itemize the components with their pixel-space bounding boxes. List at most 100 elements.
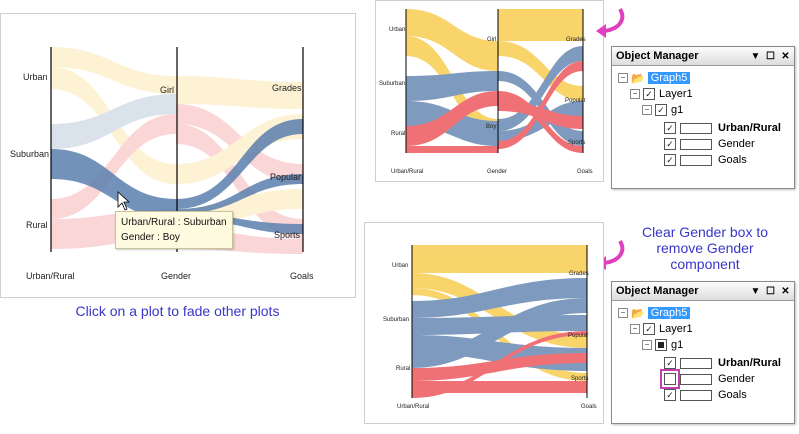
group-checkbox-partial[interactable] [655, 339, 667, 351]
tick-label-sports: Sports [274, 230, 301, 240]
gender-checkbox-cleared[interactable] [660, 369, 680, 389]
tick-label-rural: Rural [391, 131, 406, 137]
group-checkbox[interactable]: ✓ [655, 104, 667, 116]
axis-title-urban-rural: Urban/Rural [397, 404, 430, 410]
parallel-sets-plot-no-gender[interactable]: Urban Suburban Rural Grades Popular Spor… [364, 222, 604, 424]
color-swatch [680, 138, 712, 150]
axis-title-goals: Goals [290, 271, 314, 281]
goals-checkbox[interactable]: ✓ [664, 389, 676, 401]
tree-node-urban-rural[interactable]: ✓ Urban/Rural [664, 355, 781, 371]
caption-clear-gender: Clear Gender box to remove Gender compon… [620, 224, 790, 272]
ribbon-urban-boy [51, 67, 176, 184]
axis-title-goals: Goals [577, 169, 593, 175]
color-swatch [680, 373, 712, 385]
axis-title-goals: Goals [581, 404, 597, 410]
goals-checkbox[interactable]: ✓ [664, 154, 676, 166]
object-manager-title: Object Manager [616, 50, 699, 62]
layer-checkbox[interactable]: ✓ [643, 323, 655, 335]
tree-node-goals[interactable]: ✓ Goals [664, 152, 747, 168]
ribbon-suburban-boy-highlight [51, 149, 176, 219]
tree-label-urban-rural: Urban/Rural [718, 122, 781, 134]
faded-ribbons [50, 47, 304, 254]
parallel-sets-plot-faded[interactable]: Urban Suburban Rural Girl Grades Popular… [0, 13, 356, 298]
tree-node-group[interactable]: − g1 [642, 337, 683, 353]
color-swatch [680, 154, 712, 166]
pointer-arrow-icon [596, 7, 625, 38]
tick-label-suburban: Suburban [10, 149, 50, 159]
tick-label-urban: Urban [389, 27, 406, 33]
axis-title-gender: Gender [487, 169, 508, 175]
collapse-icon[interactable]: − [618, 308, 628, 318]
parallel-sets-plot-full[interactable]: Urban Suburban Rural Girl Boy Grades Pop… [375, 0, 604, 182]
collapse-icon[interactable]: − [630, 324, 640, 334]
ribbon-boy-grades-highlight [176, 119, 303, 209]
maximize-icon[interactable]: ☐ [766, 50, 775, 62]
tick-label-grades: Grades [569, 271, 589, 277]
tree-node-gender[interactable]: ✓ Gender [664, 136, 755, 152]
tick-label-popular: Popular [565, 98, 586, 104]
collapse-icon[interactable]: − [630, 89, 640, 99]
object-manager-title: Object Manager [616, 285, 699, 297]
tree-node-graph[interactable]: − 📂 Graph5 [618, 305, 691, 321]
tree-node-graph[interactable]: − 📂 Graph5 [618, 70, 691, 86]
ribbon-boy-popular-highlight [176, 174, 303, 214]
collapse-icon[interactable]: − [642, 105, 652, 115]
caption-line: component [670, 256, 740, 272]
layer-checkbox[interactable]: ✓ [643, 88, 655, 100]
caption-fade: Click on a plot to fade other plots [75, 303, 280, 319]
tree-label-layer: Layer1 [659, 88, 693, 100]
object-manager-panel-top[interactable]: Object Manager ▼ ☐ ✕ − 📂 Graph5 − ✓ Laye… [611, 46, 795, 189]
collapse-icon[interactable]: − [642, 340, 652, 350]
tick-label-girl: Girl [487, 37, 497, 43]
ribbon-girl-grades [176, 76, 303, 109]
object-manager-title-bar[interactable]: Object Manager ▼ ☐ ✕ [612, 47, 794, 66]
tree-node-layer[interactable]: − ✓ Layer1 [630, 86, 693, 102]
dropdown-arrow-icon[interactable]: ▼ [750, 285, 761, 297]
ribbon-rural-girl [51, 114, 176, 219]
color-swatch [680, 389, 712, 401]
gender-checkbox[interactable]: ✓ [664, 138, 676, 150]
tree-label-gender: Gender [718, 138, 755, 150]
dropdown-arrow-icon[interactable]: ▼ [750, 50, 761, 62]
tree-label-goals: Goals [718, 389, 747, 401]
tick-label-urban: Urban [23, 72, 48, 82]
object-manager-panel-bottom[interactable]: Object Manager ▼ ☐ ✕ − 📂 Graph5 − ✓ Laye… [611, 281, 795, 424]
ribbon-girl-sports [176, 124, 303, 239]
tree-node-gender[interactable]: Gender [660, 369, 755, 389]
tooltip-line-gender: Gender : Boy [121, 232, 180, 243]
urban-rural-checkbox[interactable]: ✓ [664, 357, 676, 369]
tree-label-group: g1 [671, 104, 684, 116]
tree-node-layer[interactable]: − ✓ Layer1 [630, 321, 693, 337]
folder-icon: 📂 [631, 307, 645, 320]
tick-label-popular: Popular [270, 172, 302, 182]
tree-label-goals: Goals [718, 154, 747, 166]
tick-label-boy: Boy [486, 124, 497, 130]
axis-title-urban-rural: Urban/Rural [26, 271, 75, 281]
tooltip-line-urban-rural: Urban/Rural : Suburban [121, 217, 227, 228]
urban-rural-checkbox[interactable]: ✓ [664, 122, 676, 134]
close-icon[interactable]: ✕ [781, 285, 790, 297]
tree-node-goals[interactable]: ✓ Goals [664, 387, 747, 403]
close-icon[interactable]: ✕ [781, 50, 790, 62]
tree-node-urban-rural[interactable]: ✓ Urban/Rural [664, 120, 781, 136]
ribbon-girl-popular [176, 104, 303, 184]
ribbon-suburban-girl [51, 94, 176, 149]
tick-label-rural: Rural [26, 220, 48, 230]
tick-label-suburban: Suburban [383, 317, 410, 323]
tick-label-urban: Urban [392, 263, 409, 269]
folder-icon: 📂 [631, 72, 645, 85]
tick-label-popular: Popular [568, 333, 589, 339]
tick-label-rural: Rural [396, 366, 411, 372]
full-ribbons [405, 9, 584, 153]
hover-tooltip: Urban/Rural : Suburban Gender : Boy [115, 211, 233, 249]
tick-label-grades: Grades [566, 37, 586, 43]
maximize-icon[interactable]: ☐ [766, 285, 775, 297]
tree-label-gender: Gender [718, 373, 755, 385]
tick-label-girl: Girl [160, 85, 174, 95]
caption-line: Clear Gender box to [641, 224, 769, 240]
collapse-icon[interactable]: − [618, 73, 628, 83]
object-manager-title-bar[interactable]: Object Manager ▼ ☐ ✕ [612, 282, 794, 301]
two-axis-ribbons [411, 245, 588, 398]
tick-label-grades: Grades [272, 83, 302, 93]
tree-node-group[interactable]: − ✓ g1 [642, 102, 683, 118]
